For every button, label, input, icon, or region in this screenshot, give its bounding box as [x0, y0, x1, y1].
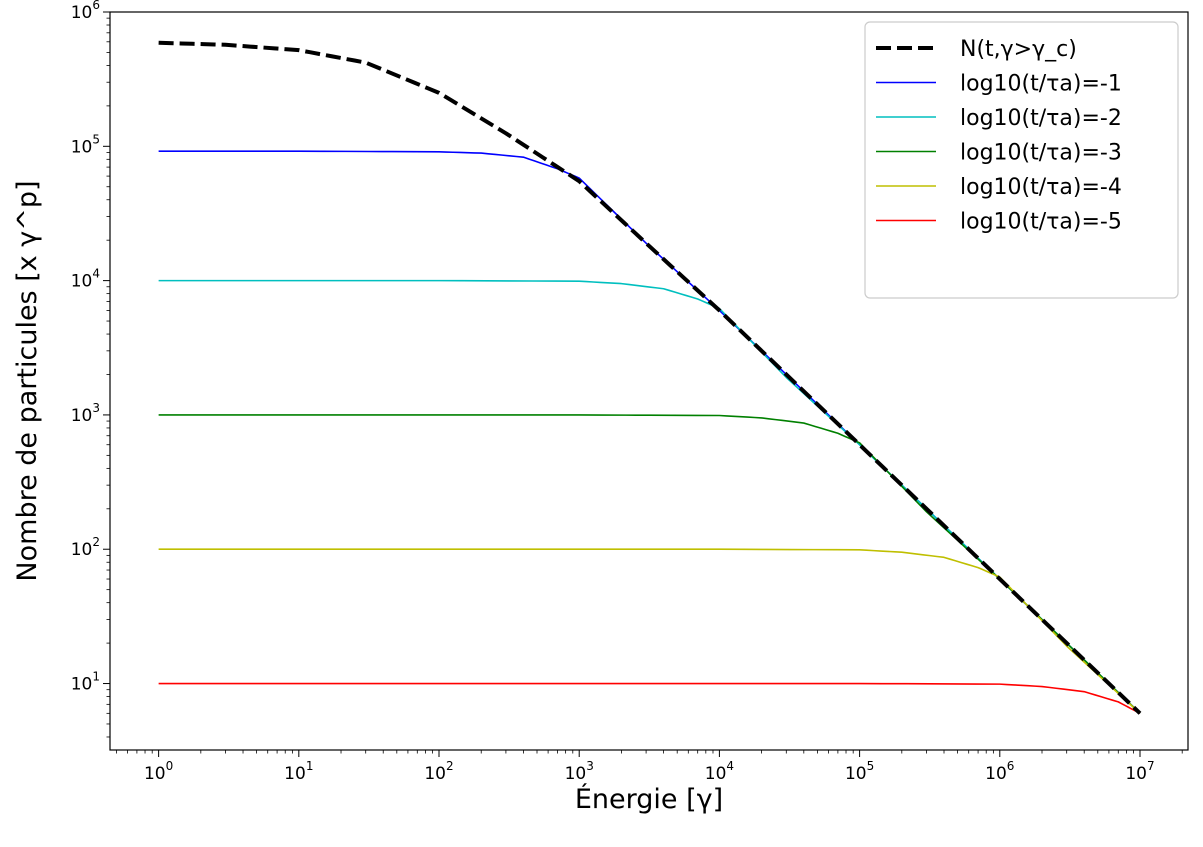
series-layer: [158, 40, 1142, 715]
y-tick-label: 105: [71, 132, 100, 157]
x-tick-exp: 5: [867, 759, 875, 773]
y-tick-exp: 5: [92, 132, 100, 146]
series-line-6: [158, 682, 1141, 715]
x-tick-label: 100: [144, 759, 173, 784]
legend-label-2: log10(t/τa)=-1: [960, 72, 1122, 97]
x-axis-ticks: 100 101 102 103 104 105 106 107: [116, 750, 1183, 784]
x-tick-label: 107: [1125, 759, 1154, 784]
x-tick-exp: 1: [306, 759, 314, 773]
y-tick-label: 101: [71, 670, 100, 695]
y-tick-exp: 6: [92, 0, 100, 12]
legend-label-5: log10(t/τa)=-4: [960, 175, 1122, 200]
y-tick-label: 102: [71, 535, 100, 560]
legend-label-4: log10(t/τa)=-3: [960, 141, 1122, 166]
x-tick-base: 10: [424, 764, 446, 784]
x-tick-exp: 6: [1007, 759, 1015, 773]
x-tick-exp: 0: [166, 759, 174, 773]
legend-label-6: log10(t/τa)=-5: [960, 210, 1122, 235]
x-tick-label: 103: [565, 759, 594, 784]
y-tick-label: 103: [71, 401, 100, 426]
x-tick-base: 10: [845, 764, 867, 784]
y-tick-label: 106: [71, 0, 100, 23]
x-tick-exp: 7: [1147, 759, 1155, 773]
x-tick-base: 10: [284, 764, 306, 784]
plot-frame: [109, 11, 1189, 751]
x-tick-base: 10: [1125, 764, 1147, 784]
series-line-5: [158, 548, 1141, 714]
x-tick-exp: 2: [446, 759, 454, 773]
x-tick-label: 102: [424, 759, 453, 784]
x-tick-exp: 4: [726, 759, 734, 773]
legend: N(t,γ>γ_c) log10(t/τa)=-1 log10(t/τa)=-2 lo…: [864, 21, 1179, 299]
x-tick-exp: 3: [586, 759, 594, 773]
y-tick-base: 10: [71, 406, 93, 426]
series-line-4: [158, 414, 1141, 714]
y-tick-label: 104: [71, 267, 100, 292]
x-tick-label: 106: [985, 759, 1014, 784]
legend-label-1: N(t,γ>γ_c): [960, 37, 1077, 62]
y-tick-base: 10: [71, 540, 93, 560]
y-tick-exp: 4: [92, 267, 100, 281]
x-tick-label: 101: [284, 759, 313, 784]
x-tick-label: 104: [705, 759, 734, 784]
x-tick-base: 10: [144, 764, 166, 784]
series-line-3: [158, 279, 1141, 714]
legend-label-3: log10(t/τa)=-2: [960, 106, 1122, 131]
y-axis-label: Nombre de particules [x γ^p]: [12, 180, 43, 581]
y-tick-base: 10: [71, 675, 93, 695]
y-tick-exp: 2: [92, 535, 100, 549]
y-tick-base: 10: [71, 3, 93, 23]
x-tick-base: 10: [565, 764, 587, 784]
y-tick-base: 10: [71, 272, 93, 292]
y-tick-exp: 3: [92, 401, 100, 415]
x-axis-label: Énergie [γ]: [575, 783, 723, 815]
series-line-1: [158, 40, 1142, 715]
y-tick-exp: 1: [92, 670, 100, 684]
x-tick-base: 10: [985, 764, 1007, 784]
y-tick-base: 10: [71, 137, 93, 157]
x-tick-label: 105: [845, 759, 874, 784]
x-tick-base: 10: [705, 764, 727, 784]
legend-frame: [864, 21, 1179, 299]
